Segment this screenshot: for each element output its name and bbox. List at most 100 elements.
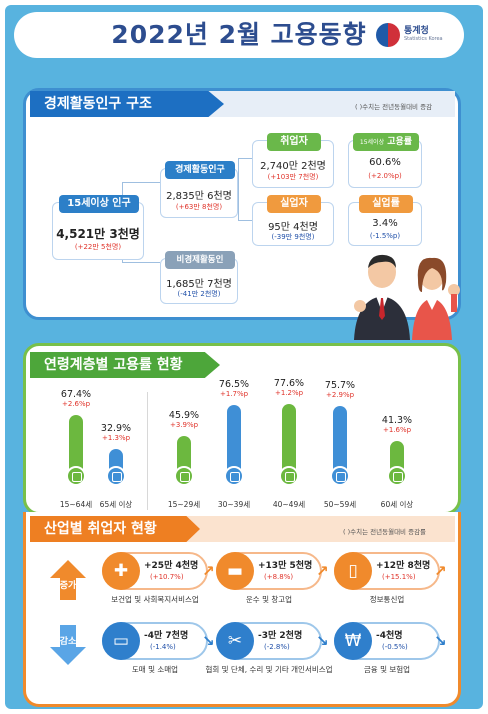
age-bar — [106, 449, 126, 486]
shopping-basket-icon: ▭ — [102, 622, 140, 660]
medical-kit-icon: ✚ — [102, 552, 140, 590]
box-value: 60.6% — [369, 157, 401, 168]
box-change: (+2.0%p) — [368, 172, 402, 180]
box-label: 비경제활동인구 — [165, 251, 235, 283]
increase-label: 증가 — [59, 581, 77, 591]
industry-heading: 산업별 취업자 현황 — [30, 516, 200, 542]
title-bar: 2022년 2월 고용동향 통계청 Statistics Korea — [14, 12, 464, 58]
age-bar-label: 77.6% +1.2%p — [259, 378, 319, 397]
industry-name: 도매 및 소매업 — [131, 665, 179, 674]
age-bar — [66, 415, 86, 486]
age-bar — [224, 405, 244, 486]
age-category-label: 40~49세 — [272, 500, 306, 509]
unemployed-box: 실업자 95만 4천명 (-39만 9천명) — [252, 195, 334, 246]
age-category-label: 30~39세 — [217, 500, 251, 509]
box-label: 취업자 — [267, 133, 321, 151]
box-value: 4,521만 3천명 — [56, 227, 140, 241]
box-label: 15세이상 인구 — [59, 195, 139, 213]
age-category-label: 15~29세 — [167, 500, 201, 509]
industry-name: 정보통신업 — [369, 595, 405, 604]
rate-change-value: +2.6%p — [61, 400, 91, 408]
age-bar — [279, 404, 299, 486]
box-value: 1,685만 7천명 — [166, 279, 232, 290]
box-change: (-41만 2천명) — [177, 290, 221, 298]
unemployment-rate-box: 실업률 3.4% (-1.5%p) — [348, 195, 422, 246]
rate-change-value: +2.9%p — [325, 391, 355, 399]
box-value: 95만 4천명 — [268, 222, 318, 233]
age-bar-label: 45.9% +3.9%p — [154, 410, 214, 429]
connector-line — [122, 262, 160, 263]
decrease-arrow-icon — [50, 625, 86, 665]
age-category-label: 65세 이상 — [99, 500, 133, 509]
logo-name: 통계청 — [404, 26, 429, 36]
structure-heading-band — [200, 91, 455, 117]
industry-change-rate: (+10.7%) — [150, 573, 184, 581]
age-bar — [174, 436, 194, 486]
box-change: (+22만 5천명) — [74, 243, 122, 251]
employment-rate-value: 77.6% — [273, 378, 305, 389]
trend-up-icon: ↗ — [316, 562, 329, 580]
document-icon — [330, 466, 350, 486]
logo-subtitle: Statistics Korea — [404, 36, 443, 42]
trend-up-icon: ↗ — [434, 562, 447, 580]
document-icon — [174, 466, 194, 486]
industry-change-rate: (+8.8%) — [264, 573, 294, 581]
document-icon — [106, 466, 126, 486]
industry-name: 보건업 및 사회복지서비스업 — [111, 595, 199, 604]
chart-divider — [147, 392, 148, 510]
rate-change-value: +1.2%p — [274, 389, 304, 397]
employment-rate-value: 45.9% — [168, 410, 200, 421]
box-change: (+63만 8천명) — [175, 203, 223, 211]
rate-change-value: +3.9%p — [169, 421, 199, 429]
decrease-label: 감소 — [59, 637, 77, 647]
employment-rate-value: 76.5% — [218, 379, 250, 390]
smartphone-icon: ▯ — [334, 552, 372, 590]
active-population-box: 경제활동인구 2,835만 6천명 (+63만 8천명) — [160, 161, 238, 218]
box-change: (-39만 9천명) — [271, 233, 315, 241]
rate-change-value: +1.3%p — [101, 434, 131, 442]
taeguk-logo-icon — [376, 23, 400, 47]
connector-line — [238, 158, 239, 220]
page-title: 2022년 2월 고용동향 — [111, 20, 367, 49]
age-bar-label: 76.5% +1.7%p — [204, 379, 264, 398]
industry-change-rate: (-1.4%) — [150, 643, 176, 651]
age-category-label: 15~64세 — [59, 500, 93, 509]
age-bar-label: 67.4% +2.6%p — [46, 389, 106, 408]
trend-down-icon: ↘ — [316, 632, 329, 650]
document-icon — [279, 466, 299, 486]
industry-change-rate: (+15.1%) — [382, 573, 416, 581]
box-label: 경제활동인구 — [165, 161, 235, 179]
box-change: (+103만 7천명) — [267, 173, 319, 181]
connector-line — [238, 158, 252, 159]
age-bar-label: 32.9% +1.3%p — [86, 423, 146, 442]
connector-line — [238, 220, 252, 221]
industry-change-rate: (-2.8%) — [264, 643, 290, 651]
tools-icon: ✂ — [216, 622, 254, 660]
industry-name: 운수 및 창고업 — [245, 595, 293, 604]
box-label: 15세이상 고용률 — [353, 133, 419, 151]
box-change: (-1.5%p) — [369, 232, 401, 240]
inactive-population-box: 비경제활동인구 1,685만 7천명 (-41만 2천명) — [160, 251, 238, 304]
structure-heading: 경제활동인구 구조 — [30, 91, 224, 117]
age-bar-label: 41.3% +1.6%p — [367, 415, 427, 434]
industry-name: 협회 및 단체, 수리 및 기타 개인서비스업 — [205, 665, 333, 674]
age-category-label: 60세 이상 — [380, 500, 414, 509]
connector-line — [122, 182, 160, 183]
box-value: 2,740만 2천명 — [260, 161, 326, 172]
industry-section — [23, 512, 461, 707]
employment-rate-value: 32.9% — [100, 423, 132, 434]
industry-change-rate: (-0.5%) — [382, 643, 408, 651]
businesspeople-illustration — [354, 254, 460, 340]
money-icon: ₩ — [334, 622, 372, 660]
trend-down-icon: ↘ — [202, 632, 215, 650]
box-label: 실업자 — [267, 195, 321, 213]
trend-up-icon: ↗ — [202, 562, 215, 580]
age-bar-label: 75.7% +2.9%p — [310, 380, 370, 399]
industry-change-value: -4만 7천명 — [144, 631, 189, 641]
employment-rate-value: 75.7% — [324, 380, 356, 391]
industry-change-value: -4천명 — [376, 631, 403, 641]
employed-box: 취업자 2,740만 2천명 (+103만 7천명) — [252, 133, 334, 188]
industry-note: ( )수치는 전년동월대비 증감률 — [343, 528, 427, 536]
industry-change-value: +13만 5천명 — [258, 561, 313, 571]
box-value: 3.4% — [372, 218, 398, 229]
